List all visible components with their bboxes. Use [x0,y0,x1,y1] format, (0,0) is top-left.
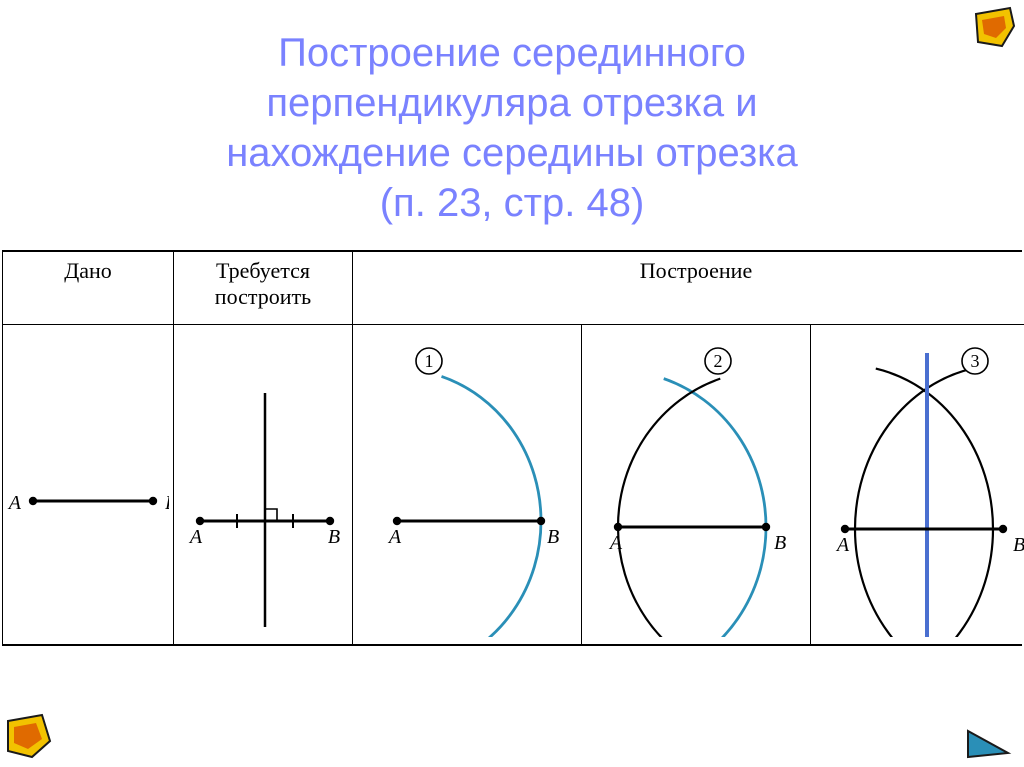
title-line-1: Построение серединного [278,31,746,75]
svg-text:1: 1 [425,351,434,371]
svg-text:B: B [165,492,169,514]
title-line-2: перпендикуляра отрезка и [266,81,757,125]
th-required: Требуется построить [174,252,353,324]
svg-text:B: B [547,526,559,548]
diagram-required: AB [178,331,348,637]
th-given: Дано [3,252,174,324]
svg-text:A: A [608,532,623,554]
svg-text:2: 2 [714,351,723,371]
th-construction-label: Построение [640,258,752,283]
svg-text:A: A [7,492,22,514]
diagram-step1: A B 1 [357,331,577,637]
cell-step2: A B 2 [582,324,811,644]
diagram-step3: A B 3 [815,331,1024,637]
th-required-l2: построить [215,284,311,309]
svg-text:A: A [188,526,203,548]
svg-text:A: A [835,534,850,556]
title-line-3: нахождение середины отрезка [226,131,798,175]
deco-icon-tr [968,2,1018,52]
page-title: Построение серединного перпендикуляра от… [0,0,1024,246]
th-given-label: Дано [64,258,112,283]
svg-text:A: A [387,526,402,548]
cell-step3: A B 3 [811,324,1024,644]
deco-icon-br [964,711,1014,761]
th-construction: Построение [353,252,1024,324]
cell-required: AB [174,324,353,644]
diagram-step2: A B 2 [586,331,806,637]
deco-icon-bl [2,711,52,761]
cell-step1: A B 1 [353,324,582,644]
title-line-4: (п. 23, стр. 48) [380,181,645,225]
th-required-l1: Требуется [216,258,310,283]
cell-given: AB [3,324,174,644]
construction-table: Дано Требуется построить Построение AB A… [2,250,1022,646]
svg-text:B: B [328,526,340,548]
svg-text:B: B [1013,534,1024,556]
svg-text:B: B [774,532,786,554]
diagram-given: AB [7,331,169,637]
svg-text:3: 3 [971,351,980,371]
